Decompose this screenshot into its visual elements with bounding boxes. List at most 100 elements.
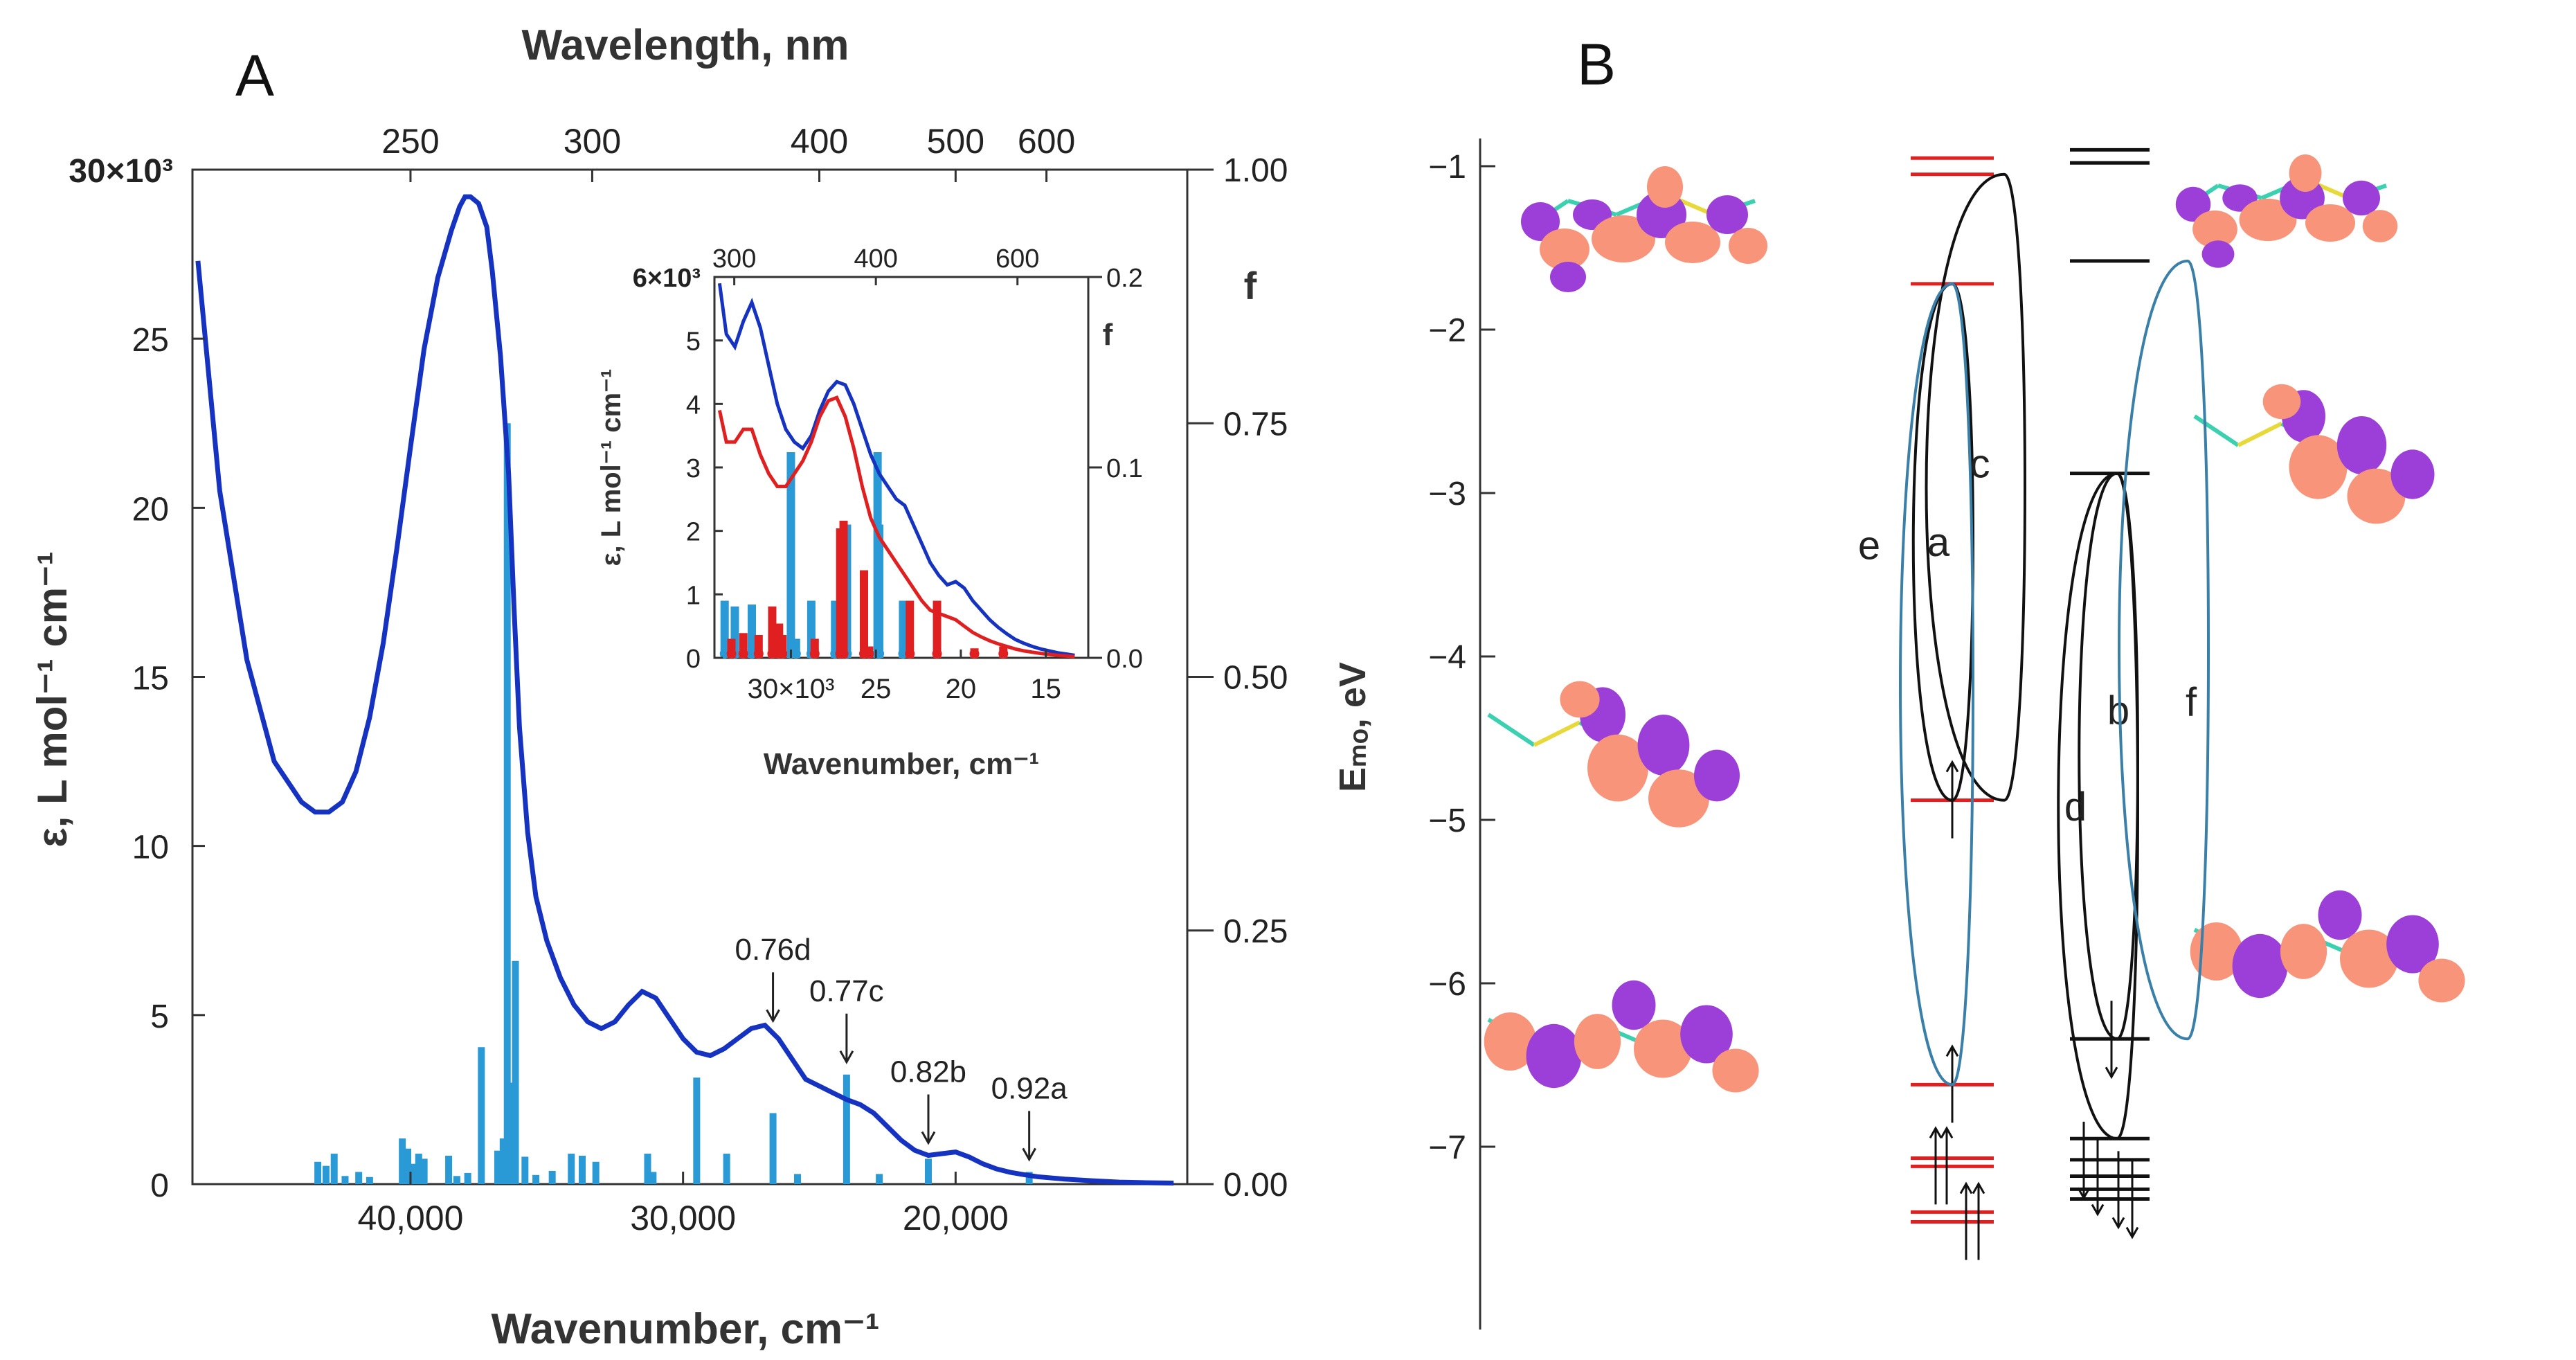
x-tick-label: 30,000 — [630, 1199, 736, 1237]
inset-y-tick-label: 2 — [686, 518, 701, 547]
inset-x2-tick-label: 400 — [854, 244, 897, 274]
orbital-lobe-negative — [1694, 749, 1740, 802]
orbital-lobe-negative — [1521, 202, 1560, 241]
inset-bar-dot — [753, 649, 764, 659]
inset-y-tick-label: 3 — [686, 454, 701, 483]
x2-tick-label: 500 — [927, 122, 984, 161]
oscillator-bar — [453, 1176, 460, 1184]
transition-label-f: f — [2186, 680, 2197, 725]
orbital-lobe-positive — [1634, 1019, 1692, 1078]
inset-bar-dot — [998, 649, 1009, 659]
oscillator-bar — [592, 1161, 600, 1184]
electron-arrowhead — [1929, 1126, 1943, 1139]
orbital-bond — [1487, 713, 1535, 747]
orbital-lobe-positive — [2239, 198, 2297, 242]
orbital-lobe-negative — [1637, 715, 1690, 776]
inset-bar-dot — [838, 649, 849, 659]
orbital-lobe-positive — [2289, 154, 2322, 192]
oscillator-bar — [548, 1170, 556, 1184]
mo-y-tick-label: −7 — [1428, 1129, 1466, 1166]
inset-background — [708, 270, 1088, 658]
inset-y-tick-label: 1 — [686, 581, 701, 610]
orbital-lobe-positive — [1574, 1014, 1621, 1069]
inset-bar-dot — [932, 649, 942, 659]
inset-y-tick-label: 5 — [686, 328, 701, 357]
inset-x-tick-label: 15 — [1030, 674, 1061, 704]
x-tick-label: 20,000 — [903, 1199, 1009, 1237]
electron-arrowhead — [1972, 1181, 1985, 1195]
oscillator-bar — [723, 1154, 730, 1184]
y2-tick-label: 1.00 — [1223, 152, 1288, 189]
oscillator-bar — [366, 1176, 373, 1184]
orbital-lobe-negative — [1680, 1005, 1733, 1064]
inset-x-tick-label: 20 — [946, 674, 977, 704]
inset-y2-tick-label: 0.2 — [1106, 264, 1143, 293]
oscillator-bar — [649, 1172, 657, 1184]
orbital-lobe-positive — [2192, 211, 2237, 248]
orbital-bond — [2237, 421, 2283, 447]
inset-x2-tick-label: 600 — [996, 244, 1039, 274]
inset-y-tick-label: 0 — [686, 645, 701, 674]
oscillator-bar — [1025, 1172, 1033, 1184]
electron-arrowhead — [1959, 1181, 1973, 1195]
oscillator-bar — [693, 1077, 701, 1184]
inset-y2-tick-label: 0.1 — [1106, 454, 1143, 483]
inset-bar-blue — [748, 605, 756, 658]
transition-f — [2118, 259, 2210, 1041]
inset-bar-dot — [767, 649, 777, 659]
orbital-lobe-positive — [1647, 166, 1683, 208]
annotation-arrowhead — [839, 1050, 854, 1064]
annotation-label: 0.76d — [735, 933, 811, 967]
x2-tick-label: 300 — [564, 122, 621, 161]
inset-bar-blue — [786, 452, 795, 658]
main-x2-label: Wavelength, nm — [521, 21, 849, 69]
orbital-lobe-positive — [2362, 210, 2398, 242]
orbital-lobe-negative — [1550, 262, 1586, 292]
y-tick-label: 10 — [132, 830, 169, 866]
inset-y-tick-label: 6×10³ — [633, 264, 701, 293]
inset-curve-blue — [717, 283, 1075, 657]
y-tick-label: 25 — [132, 322, 169, 359]
inset-x-tick-label: 30×10³ — [748, 674, 835, 704]
main-annotations: 0.76d 0.77c 0.82b 0.92a — [735, 933, 1068, 1162]
main-y2-label: f — [1244, 264, 1257, 307]
oscillator-bar — [843, 1074, 850, 1184]
orbital-lobe-positive — [1712, 1048, 1759, 1093]
transition-d — [2057, 472, 2139, 1140]
orbital-lobe-negative — [2386, 915, 2439, 974]
orbital-lobe-negative — [2343, 180, 2380, 216]
oscillator-bar — [507, 1082, 515, 1184]
inset-bar-blue — [875, 524, 884, 658]
oscillator-bar — [494, 1150, 501, 1184]
oscillator-bar — [464, 1172, 471, 1184]
annotation-label: 0.77c — [809, 974, 884, 1008]
orbital-lobe-positive — [2418, 958, 2465, 1003]
orbital-lobe-negative — [2336, 416, 2387, 474]
orbital-lobe-negative — [1526, 1023, 1582, 1089]
electron-arrowhead — [1945, 1044, 1959, 1057]
orbital-lobe-positive — [1648, 769, 1709, 827]
inset-bar-dot — [809, 649, 820, 659]
inset-plot: 30×10³ 25 20 15 300 400 600 0 1 2 3 4 5 6×10³ 0.0 0.1 0.… — [596, 244, 1143, 781]
mo-y-tick-label: −1 — [1428, 149, 1466, 186]
annotation-label: 0.82b — [890, 1055, 966, 1089]
oscillator-bar — [355, 1172, 363, 1184]
orbital-lobe-positive — [2289, 435, 2348, 499]
orbital-bond — [1533, 720, 1581, 747]
electron-arrowhead — [2091, 1204, 2105, 1217]
x-tick-label: 40,000 — [357, 1199, 463, 1237]
annotation-arrowhead — [921, 1131, 936, 1145]
oscillator-bar — [499, 1138, 507, 1184]
main-x-label: Wavenumber, cm⁻¹ — [491, 1305, 879, 1353]
inset-bar-dot — [791, 649, 801, 659]
transition-label-d: d — [2064, 785, 2087, 830]
oscillator-bar — [924, 1158, 932, 1184]
y-tick-label: 0 — [150, 1167, 169, 1204]
orbital-lobe-positive — [1540, 229, 1589, 270]
y-tick-label: 5 — [150, 999, 169, 1035]
inset-bar-dot — [726, 649, 737, 659]
orbital-lobe-positive — [1560, 681, 1600, 718]
oscillator-bar — [532, 1174, 540, 1184]
